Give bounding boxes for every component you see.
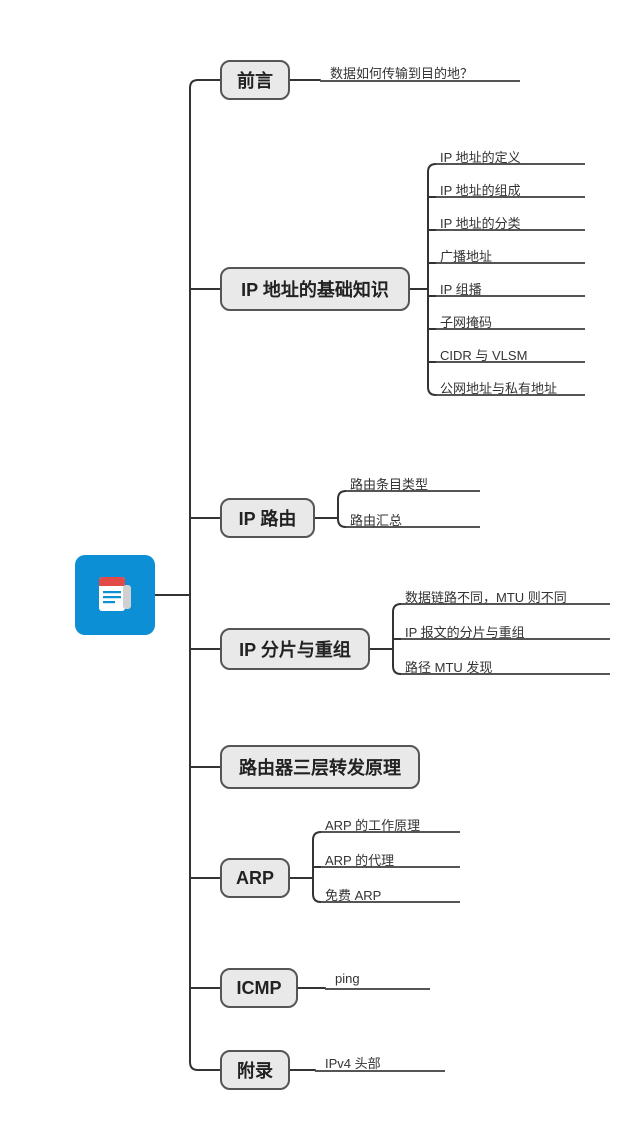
node-n7: 附录 [220, 1050, 290, 1090]
node-n0: 前言 [220, 60, 290, 100]
node-n3: IP 分片与重组 [220, 628, 370, 670]
node-n4: 路由器三层转发原理 [220, 745, 420, 789]
leaf-label: IP 报文的分片与重组 [405, 622, 525, 641]
leaf-label: IP 地址的定义 [440, 147, 521, 166]
node-label: ARP [236, 868, 274, 889]
leaf-label: 路由条目类型 [350, 474, 428, 493]
leaf-label: IP 地址的分类 [440, 213, 521, 232]
leaf-label: IP 组播 [440, 279, 482, 298]
leaf-label: 免费 ARP [325, 885, 381, 904]
leaf-label: 广播地址 [440, 246, 492, 265]
node-label: 路由器三层转发原理 [239, 754, 401, 780]
root-node [75, 555, 155, 635]
leaf-label: ping [335, 971, 360, 986]
leaf-label: 数据如何传输到目的地？ [330, 63, 473, 82]
node-label: IP 路由 [239, 505, 297, 531]
leaf-label: IP 地址的组成 [440, 180, 521, 199]
leaf-label: IPv4 头部 [325, 1053, 381, 1072]
node-label: ICMP [237, 978, 282, 999]
leaf-label: 路径 MTU 发现 [405, 657, 492, 676]
document-icon [93, 573, 137, 617]
node-label: IP 分片与重组 [239, 636, 351, 662]
node-n5: ARP [220, 858, 290, 898]
leaf-label: ARP 的工作原理 [325, 815, 420, 834]
node-n6: ICMP [220, 968, 298, 1008]
leaf-underline [325, 988, 430, 990]
node-label: 附录 [237, 1057, 273, 1083]
node-n2: IP 路由 [220, 498, 315, 538]
leaf-label: 子网掩码 [440, 312, 492, 331]
leaf-label: CIDR 与 VLSM [440, 345, 527, 364]
leaf-label: 数据链路不同，MTU 则不同 [405, 587, 567, 606]
node-label: 前言 [237, 67, 273, 93]
leaf-label: 路由汇总 [350, 510, 402, 529]
leaf-label: ARP 的代理 [325, 850, 394, 869]
node-label: IP 地址的基础知识 [241, 276, 389, 302]
node-n1: IP 地址的基础知识 [220, 267, 410, 311]
leaf-label: 公网地址与私有地址 [440, 378, 557, 397]
